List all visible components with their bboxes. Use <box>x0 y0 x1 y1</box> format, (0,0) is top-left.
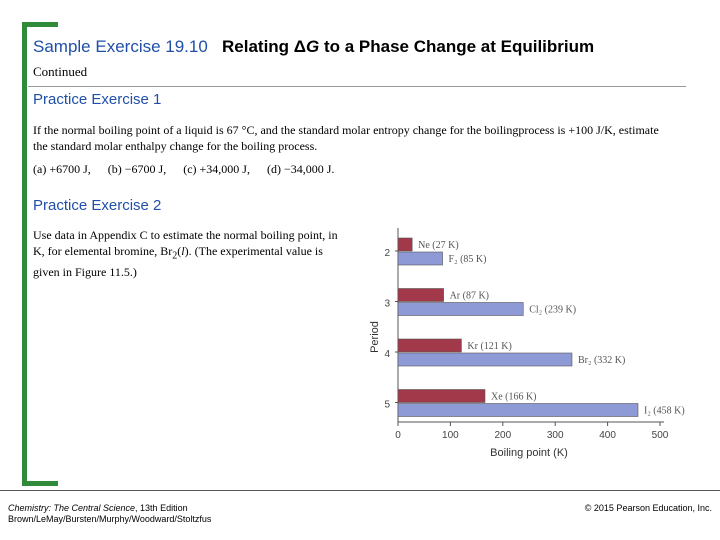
bar-label: I₂ (458 K) <box>644 406 685 417</box>
footer-citation: Chemistry: The Central Science, 13th Edi… <box>8 503 211 525</box>
frame-bracket-top <box>22 22 58 27</box>
continued-label: Continued <box>33 64 88 79</box>
choice-c: (c) +34,000 J, <box>183 162 250 176</box>
bar-label: Br₂ (332 K) <box>578 355 625 366</box>
exercise-topic: Relating ΔG to a Phase Change at Equilib… <box>222 37 595 56</box>
x-tick-label: 400 <box>599 430 616 441</box>
boiling-point-chart: 0 100 200 300 400 500 Boiling point (K) Period 2… <box>369 228 685 459</box>
period-label: 4 <box>384 349 390 360</box>
book-authors: Brown/LeMay/Bursten/Murphy/Woodward/Stol… <box>8 514 212 524</box>
bar-label: Cl₂ (239 K) <box>529 305 576 316</box>
choice-b: (b) −6700 J, <box>107 162 167 176</box>
y-axis-title: Period <box>369 321 381 353</box>
bar-label: Xe (166 K) <box>491 392 537 403</box>
book-edition: , 13th Edition <box>135 503 188 513</box>
period-label: 3 <box>384 299 390 310</box>
period-label: 2 <box>384 248 390 259</box>
bar-halogen <box>397 251 443 266</box>
bar-halogen <box>397 302 524 316</box>
bar-label: Ne (27 K) <box>418 240 459 251</box>
bar-noble-gas <box>397 338 462 353</box>
bar-halogen <box>397 403 639 417</box>
practice-2-text: Use data in Appendix C to estimate the n… <box>33 228 338 280</box>
bar-halogen <box>397 352 573 367</box>
practice-1-text: If the normal boiling point of a liquid … <box>33 123 659 153</box>
divider <box>28 86 686 87</box>
bar-noble-gas <box>397 288 444 302</box>
x-tick-label: 200 <box>494 430 511 441</box>
exercise-number: Sample Exercise 19.10 <box>33 37 208 56</box>
x-axis-title: Boiling point (K) <box>490 447 568 459</box>
x-tick-label: 0 <box>395 430 401 441</box>
bar-label: F₂ (85 K) <box>449 254 487 265</box>
x-tick-label: 300 <box>547 430 564 441</box>
footer-copyright: © 2015 Pearson Education, Inc. <box>584 503 712 513</box>
bar-noble-gas <box>397 237 413 252</box>
frame-bracket-bottom <box>22 481 58 486</box>
bar-label: Kr (121 K) <box>467 341 511 352</box>
book-title: Chemistry: The Central Science <box>8 503 136 513</box>
choice-d: (d) −34,000 J. <box>266 162 335 176</box>
period-label: 5 <box>384 400 390 411</box>
x-tick-label: 100 <box>442 430 459 441</box>
choice-a: (a) +6700 J, <box>33 162 91 176</box>
footer-divider <box>0 490 720 491</box>
bar-noble-gas <box>397 389 486 403</box>
slide-title: Sample Exercise 19.10 Relating ΔG to a P… <box>33 37 594 57</box>
frame-bracket-side <box>22 22 27 327</box>
practice-1-choices: (a) +6700 J, (b) −6700 J, (c) +34,000 J,… <box>33 162 348 177</box>
frame-bracket-side-lower <box>22 326 27 486</box>
bar-label: Ar (87 K) <box>450 291 489 302</box>
practice-1-heading: Practice Exercise 1 <box>33 91 162 108</box>
x-tick-label: 500 <box>652 430 669 441</box>
practice-2-heading: Practice Exercise 2 <box>33 197 162 214</box>
